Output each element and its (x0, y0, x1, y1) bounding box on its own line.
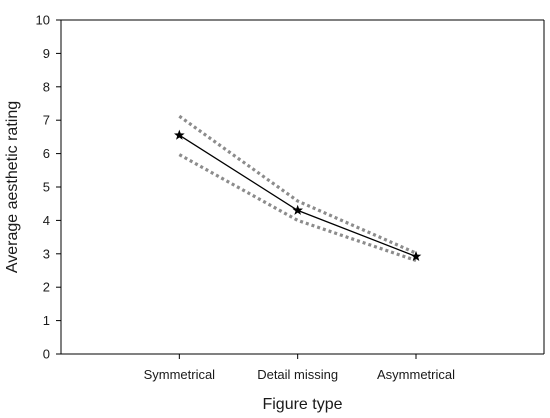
y-tick-label: 6 (43, 146, 50, 161)
star-marker (410, 250, 422, 261)
star-marker (174, 129, 185, 140)
y-tick-label: 3 (43, 246, 50, 261)
x-axis-title: Figure type (262, 396, 342, 413)
x-tick-label: Asymmetrical (377, 367, 455, 382)
y-tick-label: 1 (43, 313, 50, 328)
y-tick-label: 2 (43, 280, 50, 295)
x-tick-label: Symmetrical (144, 367, 216, 382)
series-layer (174, 114, 422, 262)
y-tick-label: 0 (43, 347, 50, 362)
y-tick-label: 8 (43, 79, 50, 94)
x-ticks: Symmetrical Detail missing Asymmetrical (144, 354, 455, 382)
y-ticks: 0 1 2 3 4 5 6 7 8 9 10 (36, 13, 61, 362)
y-tick-label: 5 (43, 180, 50, 195)
y-tick-label: 10 (36, 13, 50, 28)
y-tick-label: 4 (43, 213, 50, 228)
star-marker (292, 204, 303, 215)
upper-bound-line (178, 114, 417, 255)
axes (60, 19, 545, 355)
lower-bound-line (178, 153, 417, 262)
x-tick-label: Detail missing (257, 367, 338, 382)
y-tick-label: 9 (43, 46, 50, 61)
y-tick-label: 7 (43, 113, 50, 128)
y-axis-title: Average aesthetic rating (4, 101, 21, 273)
